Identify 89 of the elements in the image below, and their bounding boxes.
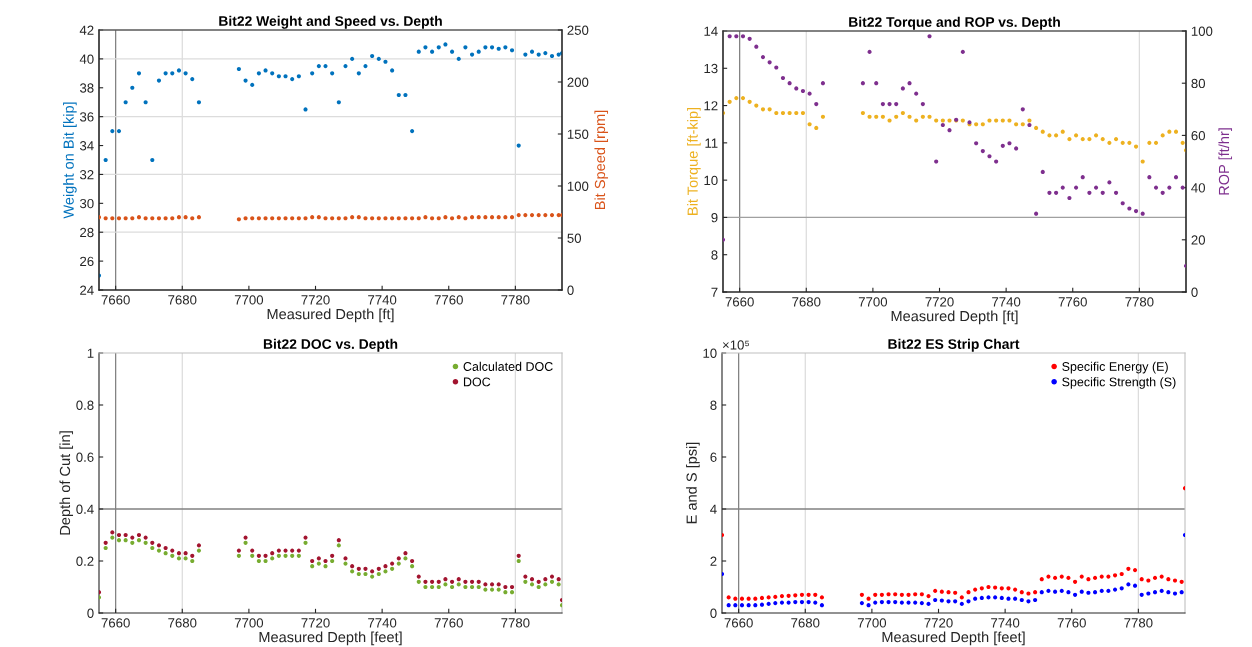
y-tick-label: 11 — [705, 138, 718, 148]
x-tick-label: 7780 — [1124, 618, 1153, 628]
y-tick-label: 0.8 — [76, 400, 94, 410]
y2-tick-label: 60 — [1191, 130, 1206, 141]
y-tick-label: 40 — [79, 54, 94, 64]
x-tick-label: 7700 — [234, 295, 264, 305]
y-tick-label: 0.4 — [76, 504, 94, 514]
y-tick-label: 32 — [79, 170, 94, 180]
x-axis-title: Measured Depth [feet] — [882, 631, 1025, 646]
y-tick-label: 1 — [87, 348, 94, 358]
y-tick-label: 0 — [710, 608, 717, 618]
chart-title: Bit22 Torque and ROP vs. Depth — [849, 16, 1060, 30]
chart-title: Bit22 Weight and Speed vs. Depth — [219, 15, 442, 29]
x-tick-label: 7680 — [168, 618, 197, 628]
y-tick-label: 0.2 — [76, 556, 94, 566]
y2-tick-label: 150 — [567, 129, 589, 139]
x-tick-label: 7720 — [924, 618, 953, 628]
y-tick-label: 0 — [87, 608, 94, 618]
y-tick-label: 6 — [710, 452, 717, 462]
y2-axis-title: Bit Speed [rpm] — [594, 110, 609, 210]
y2-tick-label: 50 — [567, 233, 582, 243]
x-tick-label: 7720 — [301, 618, 330, 628]
y-tick-label: 24 — [80, 285, 94, 295]
y2-tick-label: 250 — [567, 25, 589, 35]
x-tick-label: 7680 — [792, 297, 821, 307]
y-axis-title: Bit Torque [ft-kip] — [687, 107, 701, 215]
x-tick-label: 7720 — [925, 297, 954, 307]
chart-title: Bit22 ES Strip Chart — [888, 338, 1020, 352]
x-tick-label: 7700 — [858, 297, 888, 307]
y-tick-label: 8 — [711, 250, 718, 260]
y-tick-label: 36 — [79, 112, 94, 122]
y-tick-label: 10 — [704, 175, 718, 186]
x-tick-label: 7740 — [368, 618, 397, 628]
x-tick-label: 7780 — [501, 295, 530, 305]
x-tick-label: 7660 — [725, 297, 754, 307]
x-tick-label: 7720 — [301, 295, 330, 305]
x-tick-label: 7680 — [168, 295, 197, 305]
x-axis-title: Measured Depth [ft] — [891, 310, 1018, 325]
chart-title: Bit22 DOC vs. Depth — [263, 338, 398, 352]
y2-tick-label: 80 — [1191, 78, 1206, 89]
y-tick-label: 26 — [80, 256, 94, 267]
y2-axis-title: ROP [ft/hr] — [1218, 128, 1233, 195]
y-tick-label: 4 — [710, 504, 717, 514]
legend-label: DOC — [463, 377, 491, 387]
x-tick-label: 7660 — [101, 295, 130, 305]
y-tick-label: 34 — [79, 141, 94, 151]
x-tick-label: 7780 — [501, 618, 530, 628]
x-tick-label: 7760 — [1058, 297, 1087, 307]
x-tick-label: 7780 — [1125, 297, 1154, 307]
y2-tick-label: 0 — [1191, 287, 1198, 297]
x-tick-label: 7740 — [368, 295, 397, 305]
x-tick-label: 7700 — [857, 618, 887, 628]
x-tick-label: 7760 — [434, 618, 463, 628]
x-tick-label: 7680 — [791, 618, 820, 628]
y-tick-label: 42 — [79, 25, 94, 35]
y2-tick-label: 0 — [567, 285, 574, 295]
y-tick-label: 8 — [710, 400, 717, 410]
y2-tick-label: 100 — [567, 181, 589, 191]
x-tick-label: 7700 — [234, 618, 264, 628]
y-tick-label: 28 — [80, 227, 94, 238]
y2-tick-label: 40 — [1191, 183, 1206, 193]
text: ×10⁵ — [722, 340, 750, 350]
y-tick-label: 2 — [710, 556, 717, 566]
y-tick-label: 9 — [711, 213, 718, 223]
x-tick-label: 7660 — [724, 618, 753, 628]
x-tick-label: 7740 — [991, 618, 1020, 628]
y-tick-label: 13 — [704, 63, 718, 74]
y2-tick-label: 100 — [1191, 26, 1213, 36]
legend-label: Specific Energy (E) — [1062, 361, 1168, 374]
y-tick-label: 14 — [704, 26, 718, 36]
x-tick-label: 7740 — [992, 297, 1021, 307]
x-tick-label: 7760 — [1057, 618, 1086, 628]
y-tick-label: 0.6 — [76, 452, 94, 462]
y-tick-label: 12 — [704, 101, 718, 111]
y-tick-label: 30 — [79, 198, 94, 209]
y-axis-title: Weight on Bit [kip] — [63, 102, 77, 219]
y-tick-label: 38 — [79, 83, 94, 93]
y-axis-title: E and S [psi] — [686, 442, 700, 524]
y-tick-label: 7 — [711, 287, 718, 297]
x-axis-title: Measured Depth [ft] — [267, 308, 394, 323]
y-axis-title: Depth of Cut [in] — [59, 431, 74, 535]
x-axis-title: Measured Depth [feet] — [259, 631, 402, 646]
x-tick-label: 7660 — [101, 618, 130, 628]
y-tick-label: 10 — [703, 348, 717, 358]
x-tick-label: 7760 — [434, 295, 463, 305]
y2-tick-label: 200 — [567, 77, 589, 87]
legend-label: Specific Strength (S) — [1062, 377, 1176, 389]
y2-tick-label: 20 — [1191, 235, 1206, 245]
legend-label: Calculated DOC — [463, 361, 553, 371]
